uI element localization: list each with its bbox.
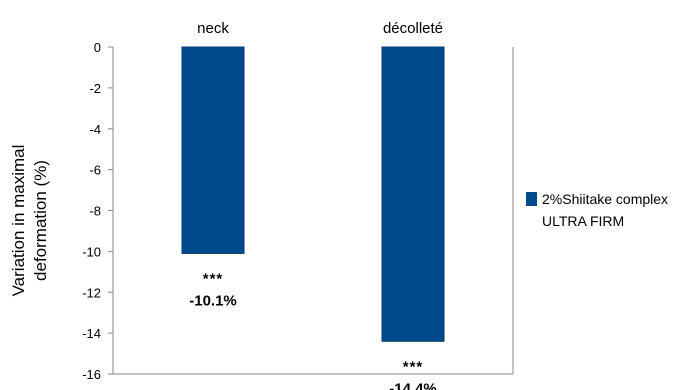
data-label: -14.4% xyxy=(389,380,437,390)
bar xyxy=(181,46,245,254)
legend-entry: ULTRA FIRM xyxy=(542,213,624,229)
x-axis-categories: neck décolleté xyxy=(197,20,443,37)
data-label: -10.1% xyxy=(189,292,237,309)
y-tick-label: -14 xyxy=(82,326,101,341)
y-tick-label: -4 xyxy=(89,122,101,137)
bars xyxy=(181,46,445,342)
category-label: neck xyxy=(197,20,229,37)
y-tick-label: -16 xyxy=(82,367,101,382)
legend: 2%Shiitake complex ULTRA FIRM xyxy=(526,191,668,229)
y-tick-label: -6 xyxy=(89,163,101,178)
y-tick-label: -12 xyxy=(82,285,101,300)
significance-label: *** xyxy=(203,270,224,287)
y-axis-title-group: Variation in maximal deformation (%) xyxy=(9,145,50,297)
y-tick-label: 0 xyxy=(94,40,101,55)
data-labels: *** -10.1% *** -14.4% xyxy=(189,270,437,390)
legend-entry: 2%Shiitake complex xyxy=(542,191,668,207)
y-tick-label: -10 xyxy=(82,244,101,259)
y-axis-title-line: Variation in maximal xyxy=(9,145,28,297)
y-axis: 0 -2 -4 -6 -8 -10 -12 -14 -16 xyxy=(82,40,113,382)
y-axis-title: Variation in maximal deformation (%) xyxy=(9,145,50,297)
plot-area xyxy=(112,47,514,375)
significance-label: *** xyxy=(403,358,424,375)
y-axis-title-line: deformation (%) xyxy=(31,160,50,281)
legend-swatch xyxy=(526,192,537,206)
bar xyxy=(381,46,445,342)
y-tick-label: -2 xyxy=(89,81,101,96)
category-label: décolleté xyxy=(383,20,443,37)
y-tick-label: -8 xyxy=(89,204,101,219)
